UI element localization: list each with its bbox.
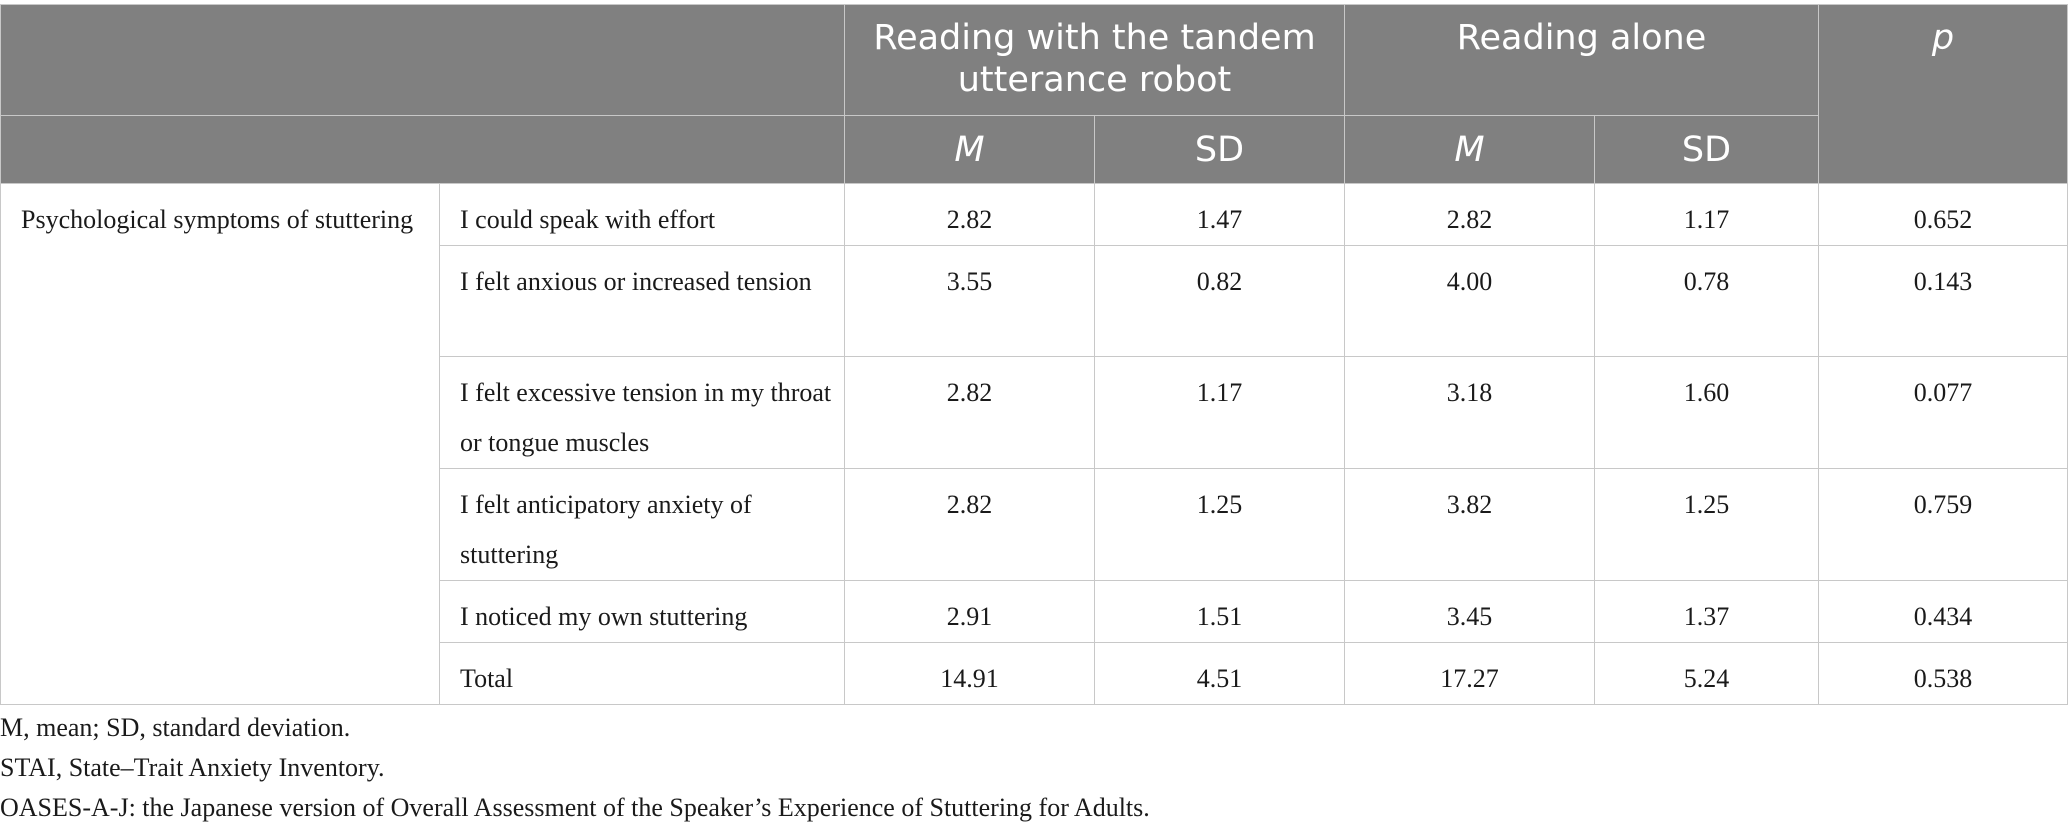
robot-mean-cell: 14.91 <box>844 642 1095 705</box>
item-cell: I felt anxious or increased tension <box>439 245 845 357</box>
robot-mean-cell: 3.55 <box>844 245 1095 357</box>
header-blank-cell <box>0 4 845 116</box>
footnote-abbreviations: M, mean; SD, standard deviation. <box>0 713 351 742</box>
footnote-oases: OASES-A-J: the Japanese version of Overa… <box>0 793 1150 822</box>
robot-mean-cell: 2.91 <box>844 580 1095 643</box>
subheader-robot-sd: SD <box>1094 115 1345 184</box>
subheader-alone-mean: M <box>1344 115 1595 184</box>
header-p-value: p <box>1818 4 2068 184</box>
item-cell: I felt excessive tension in my throat or… <box>439 356 845 469</box>
alone-sd-cell: 1.37 <box>1594 580 1819 643</box>
alone-mean-cell: 2.82 <box>1344 183 1595 246</box>
item-cell: I could speak with effort <box>439 183 845 246</box>
alone-sd-cell: 1.25 <box>1594 468 1819 581</box>
robot-sd-cell: 1.47 <box>1094 183 1345 246</box>
p-value-cell: 0.759 <box>1818 468 2068 581</box>
table-row: Psychological symptoms of stuttering I c… <box>0 183 2068 705</box>
table-row: I felt excessive tension in my throat or… <box>1 356 2068 469</box>
robot-sd-cell: 1.51 <box>1094 580 1345 643</box>
item-cell: Total <box>439 642 845 705</box>
alone-mean-cell: 3.82 <box>1344 468 1595 581</box>
subheader-alone-sd: SD <box>1594 115 1819 184</box>
alone-sd-cell: 1.17 <box>1594 183 1819 246</box>
table-row-total: Total 14.91 4.51 17.27 5.24 0.538 <box>1 642 2068 705</box>
item-cell: I felt anticipatory anxiety of stutterin… <box>439 468 845 581</box>
subheader-blank-cell <box>0 115 845 184</box>
header-robot-group: Reading with the tandem utterance robot <box>844 4 1345 116</box>
robot-sd-cell: 4.51 <box>1094 642 1345 705</box>
footnote-stai: STAI, State–Trait Anxiety Inventory. <box>0 753 385 782</box>
subheader-robot-mean: M <box>844 115 1095 184</box>
p-value-cell: 0.143 <box>1818 245 2068 357</box>
p-value-cell: 0.077 <box>1818 356 2068 469</box>
robot-sd-cell: 1.17 <box>1094 356 1345 469</box>
alone-sd-cell: 1.60 <box>1594 356 1819 469</box>
table-row: I noticed my own stuttering 2.91 1.51 3.… <box>1 580 2068 643</box>
alone-mean-cell: 17.27 <box>1344 642 1595 705</box>
robot-mean-cell: 2.82 <box>844 356 1095 469</box>
robot-mean-cell: 2.82 <box>844 468 1095 581</box>
alone-sd-cell: 5.24 <box>1594 642 1819 705</box>
category-cell: Psychological symptoms of stuttering <box>0 183 440 705</box>
alone-mean-cell: 4.00 <box>1344 245 1595 357</box>
alone-mean-cell: 3.18 <box>1344 356 1595 469</box>
table-row: I felt anticipatory anxiety of stutterin… <box>1 468 2068 581</box>
alone-mean-cell: 3.45 <box>1344 580 1595 643</box>
table-footnotes: M, mean; SD, standard deviation. STAI, S… <box>0 708 1150 828</box>
p-value-cell: 0.652 <box>1818 183 2068 246</box>
item-cell: I noticed my own stuttering <box>439 580 845 643</box>
p-value-cell: 0.538 <box>1818 642 2068 705</box>
results-table: Reading with the tandem utterance robot … <box>0 4 2068 705</box>
header-alone-group: Reading alone <box>1344 4 1819 116</box>
alone-sd-cell: 0.78 <box>1594 245 1819 357</box>
robot-mean-cell: 2.82 <box>844 183 1095 246</box>
robot-sd-cell: 0.82 <box>1094 245 1345 357</box>
p-value-cell: 0.434 <box>1818 580 2068 643</box>
robot-sd-cell: 1.25 <box>1094 468 1345 581</box>
